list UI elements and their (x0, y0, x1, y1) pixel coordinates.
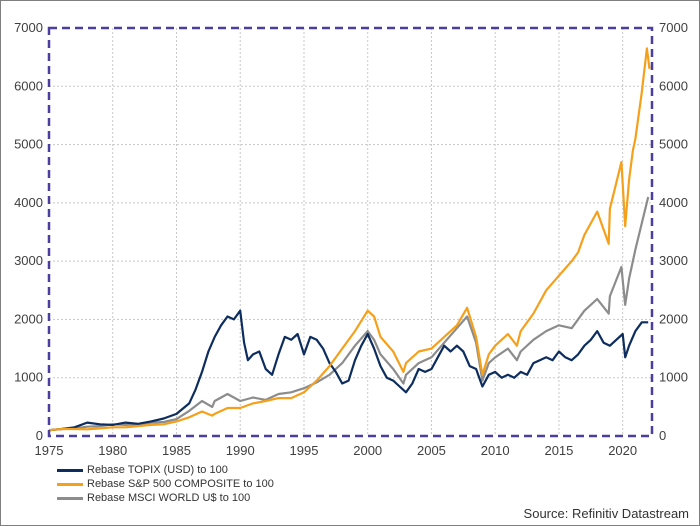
x-tick-label: 2010 (481, 443, 510, 458)
legend-label-topix: Rebase TOPIX (USD) to 100 (87, 464, 228, 476)
source-note: Source: Refinitiv Datastream (523, 506, 689, 521)
x-tick-label: 2000 (353, 443, 382, 458)
legend-label-sp500: Rebase S&P 500 COMPOSITE to 100 (87, 478, 274, 490)
y-tick-label-right: 1000 (659, 370, 688, 385)
legend-swatch-msci (57, 496, 83, 500)
y-tick-label-right: 6000 (659, 78, 688, 93)
y-tick-label-right: 0 (659, 428, 666, 443)
series-layer (48, 47, 651, 432)
y-tick-label-left: 5000 (14, 137, 43, 152)
legend-swatch-topix (57, 468, 83, 472)
x-tick-label: 1990 (226, 443, 255, 458)
legend-item-sp500: Rebase S&P 500 COMPOSITE to 100 (57, 477, 274, 491)
y-tick-label-right: 3000 (659, 253, 688, 268)
tick-labels: 0 0 1000 1000 2000 2000 3000 3000 4000 4000 5000 50… (14, 20, 688, 458)
legend-swatch-sp500 (57, 482, 83, 486)
series-line-topix (48, 309, 649, 432)
y-tick-label-left: 6000 (14, 78, 43, 93)
legend: Rebase TOPIX (USD) to 100 Rebase S&P 500… (57, 463, 274, 505)
y-tick-label-left: 7000 (14, 20, 43, 35)
x-tick-label: 1995 (290, 443, 319, 458)
x-tick-label: 1975 (35, 443, 64, 458)
x-tick-label: 1985 (162, 443, 191, 458)
y-tick-label-right: 5000 (659, 137, 688, 152)
x-tick-label: 2015 (544, 443, 573, 458)
y-tick-label-left: 3000 (14, 253, 43, 268)
legend-item-topix: Rebase TOPIX (USD) to 100 (57, 463, 274, 477)
y-tick-label-left: 0 (36, 428, 43, 443)
y-tick-label-left: 2000 (14, 311, 43, 326)
y-tick-label-right: 2000 (659, 311, 688, 326)
series-line-msci (48, 196, 650, 432)
legend-label-msci: Rebase MSCI WORLD U$ to 100 (87, 492, 251, 504)
series-line-sp500 (48, 47, 651, 432)
plot-border (47, 26, 654, 438)
y-tick-label-right: 7000 (659, 20, 688, 35)
y-tick-label-right: 4000 (659, 195, 688, 210)
grid-lines (49, 28, 652, 436)
y-tick-label-left: 1000 (14, 370, 43, 385)
x-tick-label: 1980 (98, 443, 127, 458)
x-tick-label: 2005 (417, 443, 446, 458)
legend-item-msci: Rebase MSCI WORLD U$ to 100 (57, 491, 274, 505)
y-tick-label-left: 4000 (14, 195, 43, 210)
x-tick-label: 2020 (608, 443, 637, 458)
